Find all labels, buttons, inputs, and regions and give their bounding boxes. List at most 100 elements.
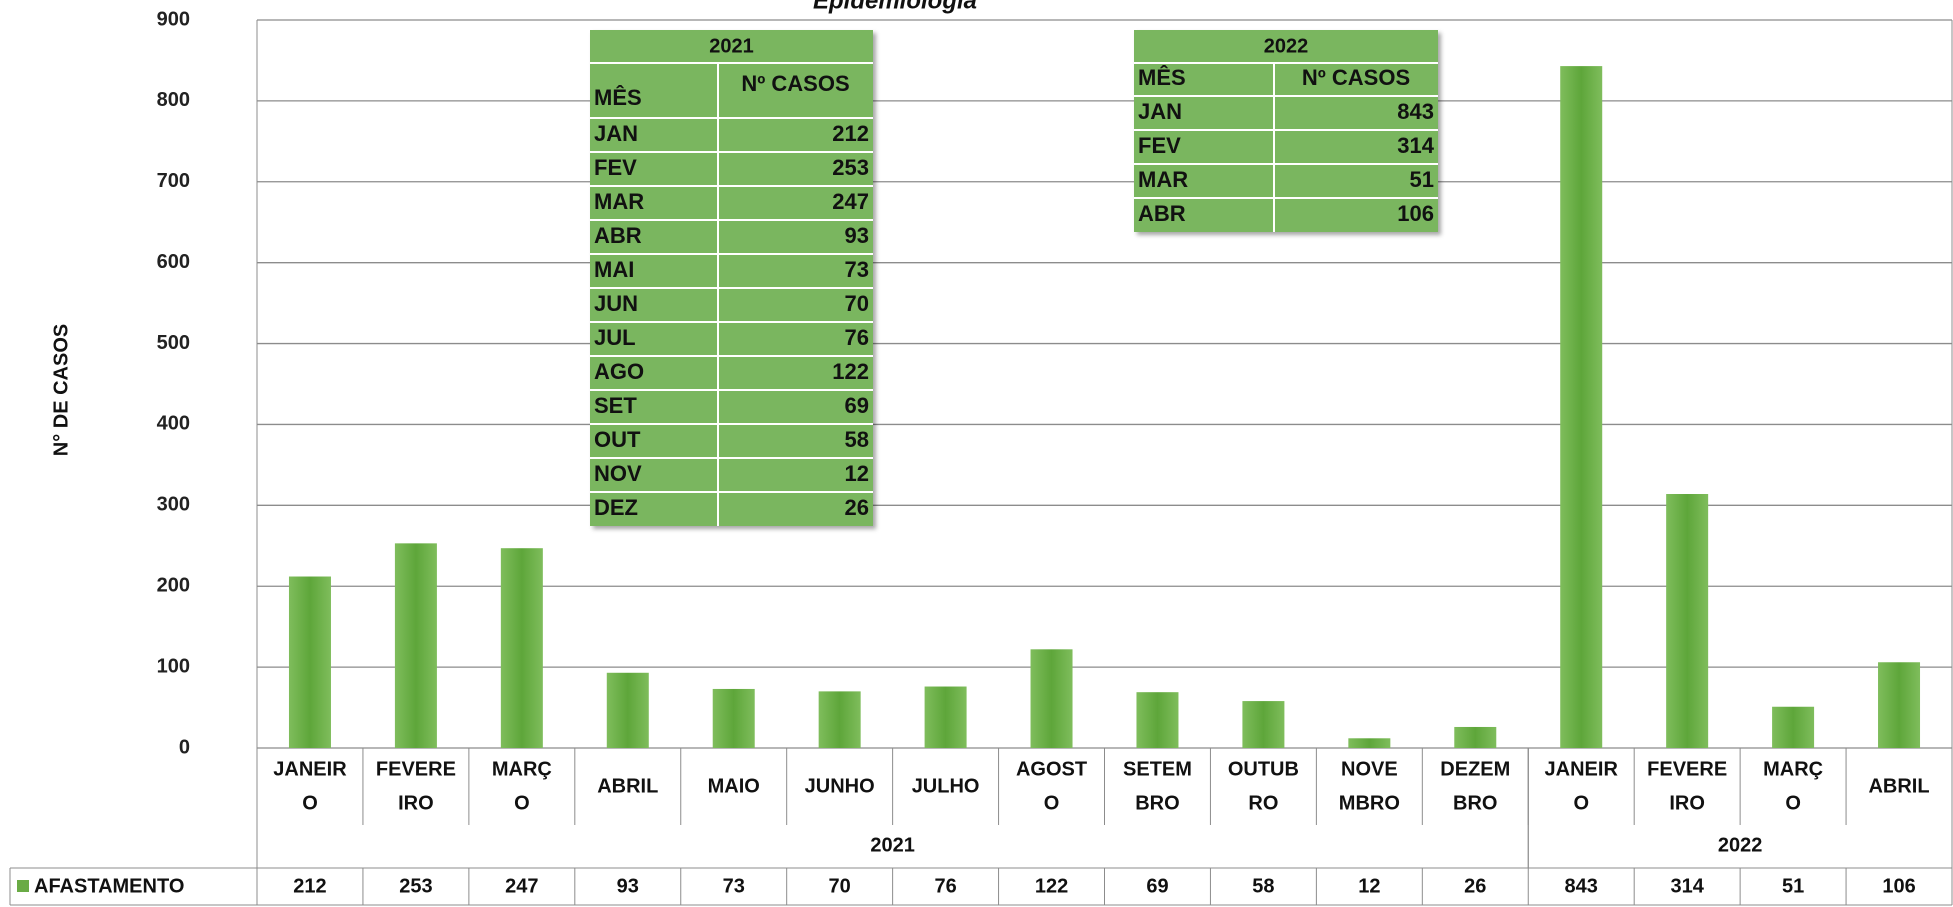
x-tick-label: JANEIR <box>273 758 347 780</box>
table-cell: 106 <box>1397 201 1434 226</box>
data-table-value: 76 <box>934 875 956 897</box>
x-tick-label: DEZEM <box>1440 758 1510 780</box>
x-tick-label: ABRIL <box>1868 775 1929 797</box>
table-cell: 122 <box>832 359 869 384</box>
table-cell: JUL <box>594 325 636 350</box>
x-tick-label: OUTUB <box>1228 758 1299 780</box>
x-tick-label: IRO <box>398 792 434 814</box>
x-tick-label: FEVERE <box>1647 758 1727 780</box>
x-tick-label: O <box>1044 792 1060 814</box>
table-cell: MAR <box>1138 167 1188 192</box>
table-cell: SET <box>594 393 637 418</box>
y-tick-label: 900 <box>157 8 190 30</box>
bar <box>394 543 437 748</box>
bar <box>1878 662 1921 748</box>
x-tick-label: MAIO <box>708 775 760 797</box>
bar <box>1772 706 1815 748</box>
data-table-value: 122 <box>1035 875 1068 897</box>
table-cell: JAN <box>594 121 638 146</box>
table-cell: 73 <box>845 257 869 282</box>
table-cell: 76 <box>845 325 869 350</box>
y-tick-label: 800 <box>157 89 190 111</box>
x-tick-label: IRO <box>1669 792 1705 814</box>
inset-table: 2022 MÊS Nº CASOS JAN 843 FEV 314 MAR 51 ABR 106 <box>1134 30 1438 232</box>
table-cell: NOV <box>594 461 642 486</box>
bar <box>1242 701 1285 748</box>
data-table-value: 93 <box>617 875 639 897</box>
table-cell: 12 <box>845 461 869 486</box>
y-tick-label: 100 <box>157 655 190 677</box>
x-tick-label: ABRIL <box>597 775 658 797</box>
table-cell: 314 <box>1397 133 1434 158</box>
table-title: 2021 <box>709 35 754 57</box>
data-table-value: 247 <box>505 875 538 897</box>
chart-title: Epidemiologia <box>813 0 977 14</box>
bar <box>1136 692 1179 748</box>
x-tick-label: BRO <box>1135 792 1179 814</box>
x-tick-label: MARÇ <box>1763 758 1823 780</box>
data-table-value: 106 <box>1882 875 1915 897</box>
x-tick-label: O <box>302 792 318 814</box>
x-tick-label: MBRO <box>1339 792 1400 814</box>
table-cell: 93 <box>845 223 869 248</box>
data-table-value: 73 <box>723 875 745 897</box>
table-cell: 247 <box>832 189 869 214</box>
legend-label: AFASTAMENTO <box>34 875 184 897</box>
table-cell: 26 <box>845 495 869 520</box>
table-cell: MAI <box>594 257 634 282</box>
bar <box>924 686 967 748</box>
bar <box>712 688 755 748</box>
group-label: 2021 <box>870 834 915 856</box>
table-header: Nº CASOS <box>741 71 849 96</box>
bar <box>1560 66 1603 748</box>
table-cell: JAN <box>1138 99 1182 124</box>
x-tick-label: O <box>514 792 530 814</box>
table-cell: JUN <box>594 291 638 316</box>
bar <box>288 576 331 748</box>
bar <box>818 691 861 748</box>
table-cell: 58 <box>845 427 869 452</box>
table-cell: DEZ <box>594 495 638 520</box>
data-table-value: 314 <box>1670 875 1704 897</box>
table-cell: 843 <box>1397 99 1434 124</box>
data-table-value: 253 <box>399 875 432 897</box>
x-tick-label: JUNHO <box>805 775 875 797</box>
data-table-value: 58 <box>1252 875 1274 897</box>
x-tick-label: JULHO <box>912 775 980 797</box>
y-tick-label: 600 <box>157 251 190 273</box>
y-tick-label: 500 <box>157 332 190 354</box>
data-table-value: 12 <box>1358 875 1380 897</box>
y-tick-label: 0 <box>179 736 190 758</box>
y-tick-label: 300 <box>157 494 190 516</box>
data-table-value: 843 <box>1565 875 1598 897</box>
table-cell: ABR <box>1138 201 1186 226</box>
x-tick-label: O <box>1573 792 1589 814</box>
bar <box>500 548 543 748</box>
group-label: 2022 <box>1718 834 1763 856</box>
x-tick-label: SETEM <box>1123 758 1192 780</box>
x-tick-label: NOVE <box>1341 758 1398 780</box>
x-tick-label: BRO <box>1453 792 1497 814</box>
y-axis-label: N° DE CASOS <box>50 324 72 456</box>
table-cell: AGO <box>594 359 644 384</box>
x-tick-label: MARÇ <box>492 758 552 780</box>
table-header: MÊS <box>594 85 642 110</box>
table-cell: ABR <box>594 223 642 248</box>
x-tick-label: RO <box>1248 792 1278 814</box>
y-tick-label: 700 <box>157 170 190 192</box>
bar <box>1454 726 1497 748</box>
table-cell: 253 <box>832 155 869 180</box>
table-header: Nº CASOS <box>1302 65 1410 90</box>
data-table-value: 26 <box>1464 875 1486 897</box>
table-cell: 70 <box>845 291 869 316</box>
inset-table: 2021 MÊS Nº CASOS JAN 212 FEV 253 MAR 247 ABR 93 MA… <box>590 30 873 526</box>
x-tick-label: JANEIR <box>1545 758 1619 780</box>
bar <box>1348 738 1391 748</box>
table-title: 2022 <box>1264 35 1309 57</box>
table-cell: 212 <box>832 121 869 146</box>
x-tick-label: AGOST <box>1016 758 1087 780</box>
x-tick-label: FEVERE <box>376 758 456 780</box>
bar <box>1666 494 1709 748</box>
table-cell: MAR <box>594 189 644 214</box>
